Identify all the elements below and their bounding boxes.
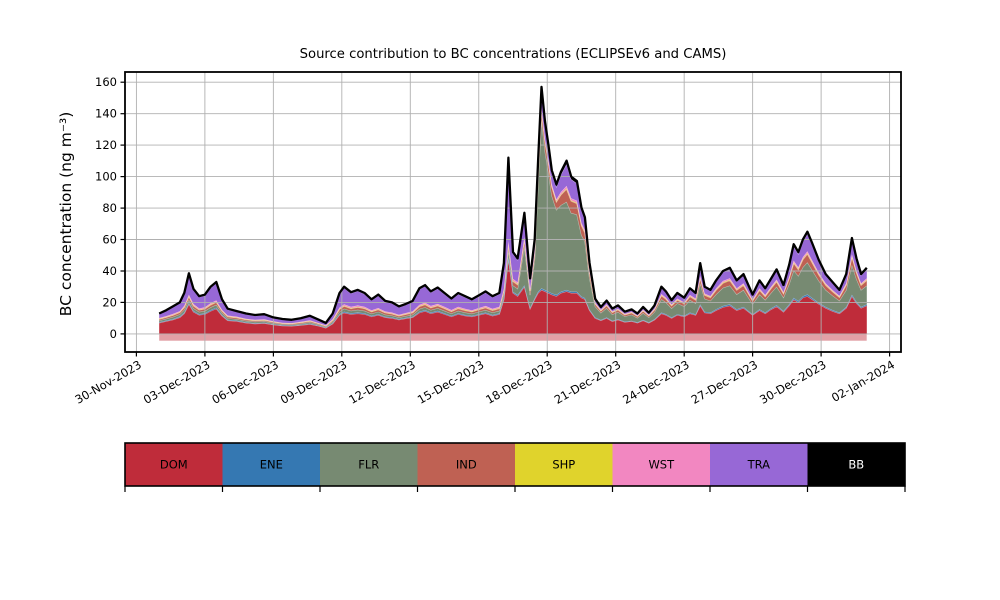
legend-label-ENE: ENE	[260, 458, 283, 472]
plot-border	[124, 71, 902, 353]
legend-swatch-ENE	[222, 443, 320, 486]
y-tick-label: 100	[95, 170, 117, 184]
y-tick-label: 60	[102, 233, 117, 247]
x-tick-label: 27-Dec-2023	[689, 357, 760, 406]
area-TRA	[159, 90, 867, 326]
y-tick-label: 20	[102, 295, 117, 309]
x-tick-label: 30-Dec-2023	[757, 357, 828, 406]
legend-swatch-WST	[612, 443, 710, 486]
x-tick-label: 02-Jan-2024	[829, 357, 897, 404]
legend-label-SHP: SHP	[552, 458, 575, 472]
x-tick-label: 21-Dec-2023	[552, 357, 623, 406]
legend-swatch-FLR	[320, 443, 418, 486]
x-tick-label: 12-Dec-2023	[346, 357, 417, 406]
x-tick-label: 18-Dec-2023	[483, 357, 554, 406]
area-DOM	[159, 258, 867, 334]
legend-swatch-SHP	[515, 443, 613, 486]
x-tick-label: 03-Dec-2023	[141, 357, 212, 406]
legend-label-BB: BB	[848, 458, 864, 472]
legend-label-DOM: DOM	[160, 458, 188, 472]
x-tick-label: 06-Dec-2023	[209, 357, 280, 406]
y-tick-label: 120	[95, 138, 117, 152]
legend-swatch-IND	[417, 443, 515, 486]
x-tick-label: 24-Dec-2023	[620, 357, 691, 406]
x-tick-label: 15-Dec-2023	[415, 357, 486, 406]
y-tick-label: 140	[95, 107, 117, 121]
legend-label-WST: WST	[648, 458, 675, 472]
x-tick-label: 30-Nov-2023	[73, 357, 144, 406]
baseline-strip	[159, 333, 867, 341]
legend-label-FLR: FLR	[358, 458, 379, 472]
y-tick-label: 160	[95, 75, 117, 89]
y-tick-label: 80	[102, 201, 117, 215]
y-tick-label: 0	[110, 327, 117, 341]
legend-swatch-TRA	[710, 443, 808, 486]
legend-swatch-DOM	[125, 443, 223, 486]
legend-label-IND: IND	[456, 458, 477, 472]
y-tick-label: 40	[102, 264, 117, 278]
x-tick-label: 09-Dec-2023	[278, 357, 349, 406]
chart-title: Source contribution to BC concentrations…	[299, 47, 727, 62]
legend-label-TRA: TRA	[747, 458, 771, 472]
area-IND	[159, 110, 867, 327]
legend-swatch-BB	[807, 443, 905, 486]
total-outline	[158, 85, 868, 325]
